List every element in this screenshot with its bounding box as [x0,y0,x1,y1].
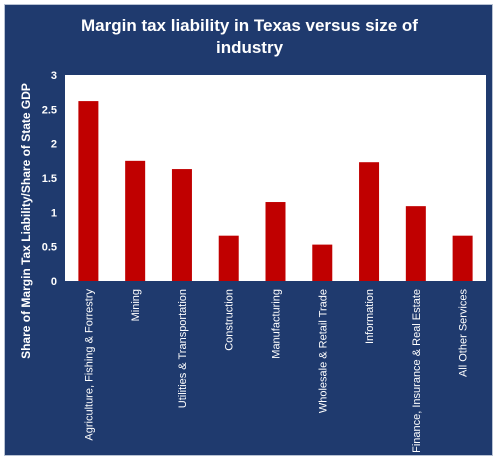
x-tick-label: Mining [130,289,142,321]
x-tick-label: Construction [224,289,236,351]
y-tick-label: 2.5 [42,104,57,116]
y-axis-ticks: 0 0.5 1 1.5 2 2.5 3 [42,70,57,288]
bar [452,235,473,281]
bar [171,169,192,281]
bar [125,160,146,281]
x-tick-label: Agriculture, Fishing & Forrestry [83,289,95,441]
bars [78,101,473,282]
bar-chart: 0 0.5 1 1.5 2 2.5 3 Agriculture, Fishing & For… [19,70,486,453]
x-tick-label: Information [364,289,376,344]
bar [265,202,286,281]
x-axis-labels: Agriculture, Fishing & Forrestry Mining Ut… [83,289,469,453]
y-tick-label: 0 [51,276,57,288]
y-axis-label: Share of Margin Tax Liability/Share of S… [19,83,33,359]
bar [359,162,380,281]
chart-title-line-1: Margin tax liability in Texas versus siz… [81,16,418,35]
x-tick-label: Wholesale & Retail Trade [317,289,329,413]
bar [78,101,99,282]
chart-title: Margin tax liability in Texas versus siz… [5,15,494,59]
chart-title-line-2: industry [215,38,284,57]
y-tick-label: 0.5 [42,242,57,254]
x-tick-label: Utilities & Transportation [177,289,189,408]
bar [218,235,239,281]
bar [405,206,426,281]
y-tick-label: 1.5 [42,173,57,185]
chart-frame: Margin tax liability in Texas versus siz… [4,4,493,456]
x-tick-label: All Other Services [458,289,470,378]
y-tick-label: 1 [51,207,57,219]
x-tick-label: Manufacturing [271,289,283,359]
bar [312,244,333,281]
y-tick-label: 2 [51,139,57,151]
y-tick-label: 3 [51,70,57,82]
x-tick-label: Finance, Insurance & Real Estate [411,289,423,453]
